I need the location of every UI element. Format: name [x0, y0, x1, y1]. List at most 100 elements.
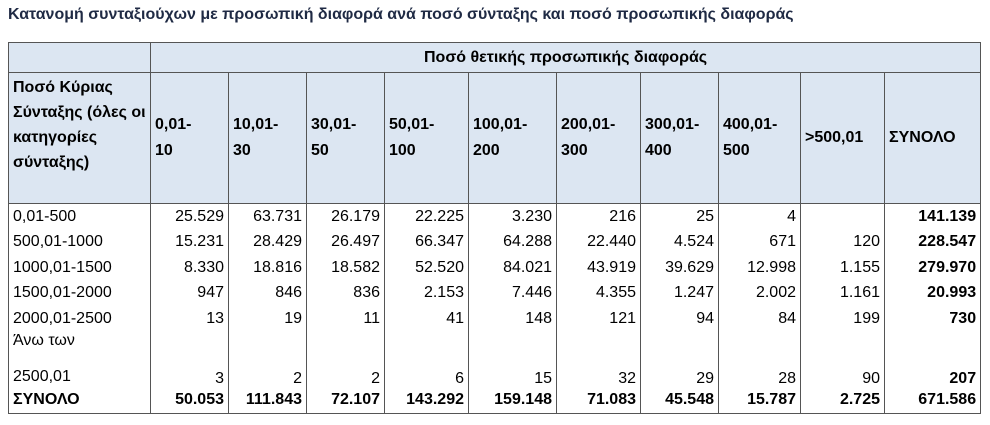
cell: 199 — [800, 306, 885, 332]
cell: 72.107 — [306, 387, 385, 414]
row-label: Άνω των 2500,01 — [8, 331, 151, 388]
cell: 12.998 — [718, 255, 801, 281]
row-label: 2000,01-2500 — [8, 306, 151, 332]
column-header-text: 50,01-100 — [389, 116, 435, 159]
cell: 13 — [150, 306, 229, 332]
cell: 207 — [883, 331, 982, 388]
row-label-line: 2500,01 — [13, 367, 71, 385]
cell: 94 — [640, 306, 719, 332]
cell: 2 — [306, 331, 385, 388]
cell: 66.347 — [384, 229, 469, 255]
cell: 28.429 — [228, 229, 307, 255]
cell: 15 — [468, 331, 557, 388]
column-header-text: >500,01 — [805, 129, 864, 146]
cell: 41 — [384, 306, 469, 332]
cell: 22.225 — [384, 203, 469, 230]
column-header: 200,01-300 — [556, 72, 641, 204]
cell: 71.083 — [556, 387, 641, 414]
row-label-lines: Άνω των 2500,01 — [13, 332, 146, 386]
cell: 671 — [718, 229, 801, 255]
row-label-line: 500,01-1000 — [13, 233, 103, 251]
cell: 1.161 — [800, 280, 885, 306]
cell: 32 — [556, 331, 641, 388]
cell: 18.582 — [306, 255, 385, 281]
cell: 64.288 — [468, 229, 557, 255]
cell: 50.053 — [150, 387, 229, 414]
column-header: 30,01-50 — [306, 72, 385, 204]
column-header: ΣΥΝΟΛΟ — [883, 72, 982, 204]
cell: 3.230 — [468, 203, 557, 230]
cell: 90 — [800, 331, 885, 388]
column-header: 100,01-200 — [468, 72, 557, 204]
column-header: >500,01 — [800, 72, 885, 204]
group-header: Ποσό θετικής προσωπικής διαφοράς — [149, 42, 982, 73]
row: 2000,01-2500 13 19 11 41 148 121 94 84 199 730 — [8, 306, 982, 332]
cell: 141.139 — [883, 203, 982, 230]
cell: 63.731 — [228, 203, 307, 230]
column-header: 50,01-100 — [384, 72, 469, 204]
row: 1000,01-1500 8.330 18.816 18.582 52.520 84.02… — [8, 255, 982, 281]
cell: 143.292 — [384, 387, 469, 414]
cell: 28 — [718, 331, 801, 388]
row-label: 1500,01-2000 — [8, 280, 151, 306]
cell: 4.355 — [556, 280, 641, 306]
cell: 836 — [306, 280, 385, 306]
cell: 120 — [800, 229, 885, 255]
cell: 4 — [718, 203, 801, 230]
cell: 8.330 — [150, 255, 229, 281]
row: 0,01-500 25.529 63.731 26.179 22.225 3.230 216… — [8, 203, 982, 230]
column-header: 400,01-500 — [718, 72, 801, 204]
cell: 216 — [556, 203, 641, 230]
cell: 4.524 — [640, 229, 719, 255]
row-label-line: Άνω των — [13, 331, 75, 349]
cell: 18.816 — [228, 255, 307, 281]
cell: 7.446 — [468, 280, 557, 306]
cell: 43.919 — [556, 255, 641, 281]
cell: 84.021 — [468, 255, 557, 281]
cell: 26.497 — [306, 229, 385, 255]
title: Κατανομή συνταξιούχων με προσωπική διαφο… — [8, 6, 794, 23]
cell: 26.179 — [306, 203, 385, 230]
cell: 25.529 — [150, 203, 229, 230]
cell: 6 — [384, 331, 469, 388]
cell: 1.247 — [640, 280, 719, 306]
row-label: ΣΥΝΟΛΟ — [8, 387, 151, 414]
cell: 84 — [718, 306, 801, 332]
column-header-text: 30,01-50 — [311, 116, 357, 159]
cell: 2 — [228, 331, 307, 388]
cell: 29 — [640, 331, 719, 388]
cell — [800, 203, 885, 230]
column-header-text: ΣΥΝΟΛΟ — [889, 129, 956, 146]
row: Άνω των 2500,01 3 2 2 6 15 32 29 28 90 207 — [8, 331, 982, 388]
cell: 947 — [150, 280, 229, 306]
cell: 671.586 — [883, 387, 982, 414]
cell: 2.002 — [718, 280, 801, 306]
column-header-text: 300,01-400 — [645, 116, 700, 159]
cell: 846 — [228, 280, 307, 306]
cell: 19 — [228, 306, 307, 332]
row: ΣΥΝΟΛΟ 50.053 111.843 72.107 143.292 159.148 7… — [8, 387, 982, 414]
column-header-text: 10,01-30 — [233, 116, 279, 159]
cell: 15.787 — [718, 387, 801, 414]
row-label: 0,01-500 — [8, 203, 151, 230]
cell: 39.629 — [640, 255, 719, 281]
column-header-text: 200,01-300 — [561, 116, 616, 159]
cell: 279.970 — [883, 255, 982, 281]
column-header: 10,01-30 — [228, 72, 307, 204]
corner — [8, 42, 151, 73]
row-label-line: ΣΥΝΟΛΟ — [13, 391, 80, 409]
table: Ποσό θετικής προσωπικής διαφοράς Ποσό Κύ… — [8, 42, 982, 414]
cell: 15.231 — [150, 229, 229, 255]
row-label-line: 1500,01-2000 — [13, 284, 112, 302]
cell: 148 — [468, 306, 557, 332]
cell: 2.153 — [384, 280, 469, 306]
row-label-line: 2000,01-2500 — [13, 309, 112, 327]
cell: 11 — [306, 306, 385, 332]
cell: 111.843 — [228, 387, 307, 414]
cell: 730 — [883, 306, 982, 332]
cell: 22.440 — [556, 229, 641, 255]
cell: 159.148 — [468, 387, 557, 414]
row-header: Ποσό Κύριας Σύνταξης (όλες οι κατηγορίες… — [8, 72, 151, 204]
column-header: 300,01-400 — [640, 72, 719, 204]
